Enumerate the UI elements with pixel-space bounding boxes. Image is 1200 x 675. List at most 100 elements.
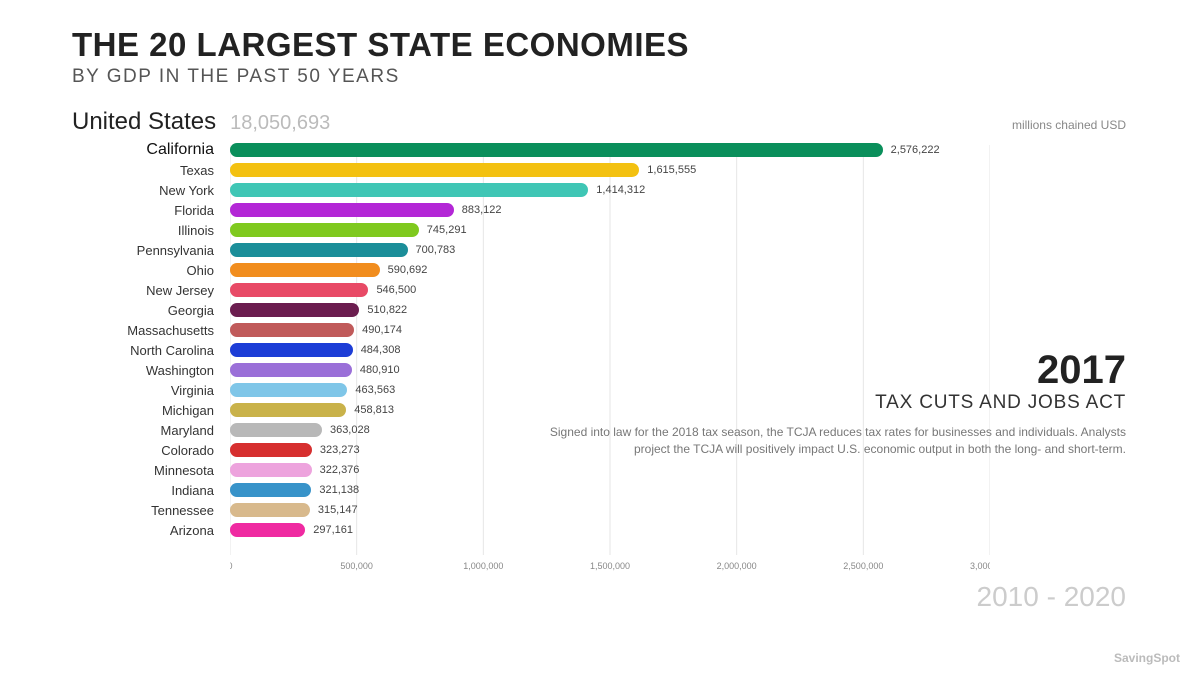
bar-value-label: 490,174	[362, 324, 402, 336]
bar-wrap: 297,161	[230, 523, 353, 537]
bar-wrap: 546,500	[230, 283, 416, 297]
bar-wrap: 363,028	[230, 423, 370, 437]
bar	[230, 183, 588, 197]
bar-row: Minnesota 322,376	[72, 460, 1128, 480]
state-label: Maryland	[72, 423, 222, 438]
state-label: New York	[72, 183, 222, 198]
bar-wrap: 883,122	[230, 203, 501, 217]
state-label: Ohio	[72, 263, 222, 278]
state-label: Minnesota	[72, 463, 222, 478]
bar-row: New York 1,414,312	[72, 180, 1128, 200]
subtitle: BY GDP IN THE PAST 50 YEARS	[72, 66, 689, 88]
bar-value-label: 2,576,222	[891, 144, 940, 156]
bar-wrap: 463,563	[230, 383, 395, 397]
bar-row: Georgia 510,822	[72, 300, 1128, 320]
bar	[230, 463, 312, 477]
state-label: North Carolina	[72, 343, 222, 358]
bar	[230, 283, 368, 297]
state-label: New Jersey	[72, 283, 222, 298]
bar	[230, 243, 408, 257]
state-label: Pennsylvania	[72, 243, 222, 258]
bar	[230, 223, 419, 237]
bar-row: Texas1,615,555	[72, 160, 1128, 180]
bar	[230, 523, 305, 537]
title-block: THE 20 LARGEST STATE ECONOMIES BY GDP IN…	[72, 26, 689, 88]
us-label: United States	[72, 108, 216, 136]
bar-wrap: 484,308	[230, 343, 400, 357]
main-title: THE 20 LARGEST STATE ECONOMIES	[72, 26, 689, 64]
bar-row: California 2,576,222	[72, 140, 1128, 160]
bar-wrap: 1,414,312	[230, 183, 645, 197]
bar	[230, 343, 353, 357]
x-tick-label: 3,000,000	[970, 561, 990, 571]
state-label: Washington	[72, 363, 222, 378]
state-label: Colorado	[72, 443, 222, 458]
state-label: Indiana	[72, 483, 222, 498]
x-tick-label: 2,500,000	[843, 561, 883, 571]
state-label: Tennessee	[72, 503, 222, 518]
bar-value-label: 458,813	[354, 404, 394, 416]
bar-row: Illinois745,291	[72, 220, 1128, 240]
bar-value-label: 883,122	[462, 204, 502, 216]
bar-wrap: 315,147	[230, 503, 358, 517]
state-label: Arizona	[72, 523, 222, 538]
bar-row: Tennessee 315,147	[72, 500, 1128, 520]
bar-value-label: 297,161	[313, 524, 353, 536]
state-label: Florida	[72, 203, 222, 218]
bar-wrap: 323,273	[230, 443, 360, 457]
bar	[230, 163, 639, 177]
bar	[230, 323, 354, 337]
callout-panel: 2017 TAX CUTS AND JOBS ACT Signed into l…	[536, 350, 1126, 458]
callout-title: TAX CUTS AND JOBS ACT	[536, 392, 1126, 414]
bar-wrap: 590,692	[230, 263, 427, 277]
callout-body: Signed into law for the 2018 tax season,…	[536, 424, 1126, 458]
bar-value-label: 322,376	[320, 464, 360, 476]
bar	[230, 203, 454, 217]
bar	[230, 303, 359, 317]
bar	[230, 143, 883, 157]
bar-wrap: 510,822	[230, 303, 407, 317]
bar-value-label: 546,500	[376, 284, 416, 296]
state-label: California	[72, 141, 222, 159]
bar-wrap: 322,376	[230, 463, 359, 477]
bar-value-label: 463,563	[355, 384, 395, 396]
bar-value-label: 321,138	[319, 484, 359, 496]
x-tick-label: 0	[230, 561, 233, 571]
x-tick-label: 1,000,000	[463, 561, 503, 571]
bar-wrap: 1,615,555	[230, 163, 696, 177]
bar-wrap: 321,138	[230, 483, 359, 497]
us-total-line: United States 18,050,693	[72, 108, 330, 136]
bar	[230, 483, 311, 497]
state-label: Massachusetts	[72, 323, 222, 338]
bar-wrap: 700,783	[230, 243, 455, 257]
state-label: Virginia	[72, 383, 222, 398]
bar	[230, 363, 352, 377]
bar-value-label: 700,783	[416, 244, 456, 256]
decade-label: 2010 - 2020	[977, 581, 1126, 613]
bar-row: Florida 883,122	[72, 200, 1128, 220]
bar-row: Arizona 297,161	[72, 520, 1128, 540]
us-value: 18,050,693	[230, 112, 330, 135]
bar-value-label: 323,273	[320, 444, 360, 456]
bar-value-label: 480,910	[360, 364, 400, 376]
bar	[230, 423, 322, 437]
bar-value-label: 745,291	[427, 224, 467, 236]
bar-value-label: 1,615,555	[647, 164, 696, 176]
bar-row: Indiana 321,138	[72, 480, 1128, 500]
bar	[230, 403, 346, 417]
bar-wrap: 2,576,222	[230, 143, 940, 157]
state-label: Georgia	[72, 303, 222, 318]
bar-row: New Jersey 546,500	[72, 280, 1128, 300]
x-tick-label: 1,500,000	[590, 561, 630, 571]
bar-wrap: 490,174	[230, 323, 402, 337]
bar-value-label: 484,308	[361, 344, 401, 356]
bar-value-label: 1,414,312	[596, 184, 645, 196]
x-tick-label: 2,000,000	[717, 561, 757, 571]
bar-row: Massachusetts 490,174	[72, 320, 1128, 340]
bar-value-label: 315,147	[318, 504, 358, 516]
bar-wrap: 458,813	[230, 403, 394, 417]
bar	[230, 503, 310, 517]
bar-wrap: 745,291	[230, 223, 467, 237]
x-tick-label: 500,000	[340, 561, 373, 571]
bar-value-label: 363,028	[330, 424, 370, 436]
